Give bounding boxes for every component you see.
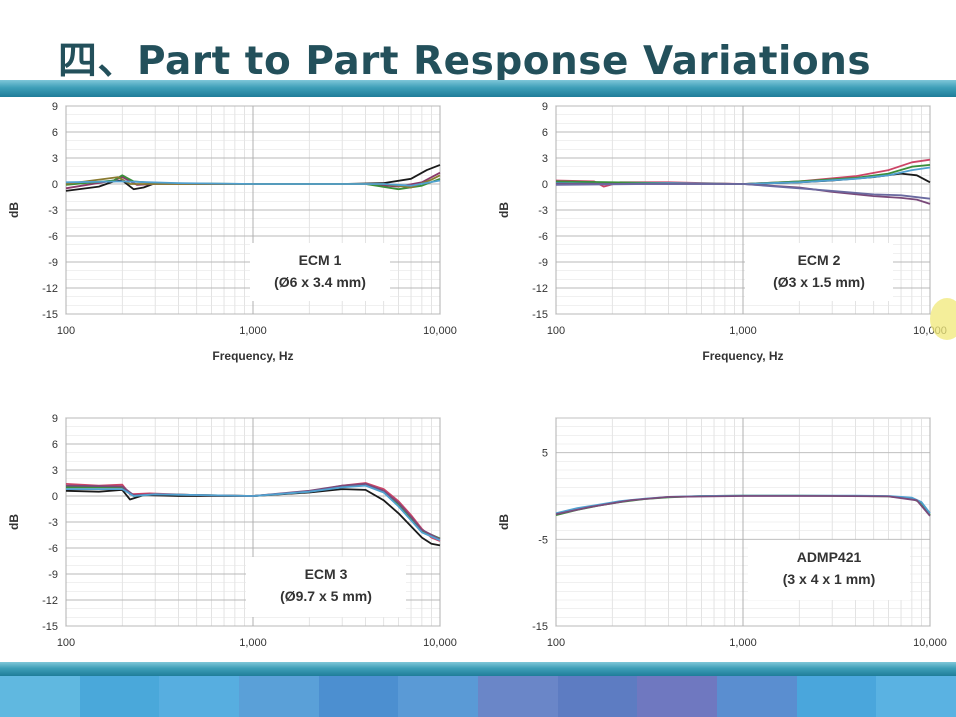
y-tick-label: -15 bbox=[532, 621, 548, 633]
footer-tile bbox=[478, 676, 558, 717]
chart-label-size: (3 x 4 x 1 mm) bbox=[783, 571, 876, 587]
y-tick-label: -15 bbox=[42, 621, 58, 633]
chart-label-name: ADMP421 bbox=[797, 549, 862, 565]
x-tick-label: 1,000 bbox=[729, 325, 757, 337]
y-tick-label: 3 bbox=[542, 153, 548, 165]
x-tick-label: 1,000 bbox=[239, 637, 267, 649]
y-tick-label: -9 bbox=[48, 257, 58, 269]
chart-panel-4: 5 -5 -15 100 1,000 10,000 dB ADMP421 (3 x 4 x 1 … bbox=[497, 417, 947, 649]
y-tick-label: 9 bbox=[542, 101, 548, 113]
y-tick-label: -15 bbox=[42, 309, 58, 321]
y-tick-label: 6 bbox=[52, 127, 58, 139]
y-tick-label: -9 bbox=[538, 257, 548, 269]
y-tick-label: -5 bbox=[538, 534, 548, 546]
y-tick-label: 3 bbox=[52, 153, 58, 165]
series-line-6 bbox=[555, 183, 931, 200]
chart-label-name: ECM 2 bbox=[798, 252, 841, 268]
y-axis-title: dB bbox=[497, 514, 511, 530]
y-tick-label: 3 bbox=[52, 465, 58, 477]
y-tick-label: 0 bbox=[542, 179, 548, 191]
y-tick-label: 0 bbox=[52, 491, 58, 503]
footer-tile bbox=[637, 676, 718, 717]
x-tick-label: 10,000 bbox=[423, 637, 457, 649]
y-tick-label: -9 bbox=[48, 569, 58, 581]
x-axis-title: Frequency, Hz bbox=[212, 349, 293, 363]
x-tick-label: 100 bbox=[547, 637, 565, 649]
series-line-1 bbox=[65, 488, 441, 547]
x-tick-label: 10,000 bbox=[913, 637, 947, 649]
chart-label-name: ECM 1 bbox=[299, 252, 342, 268]
y-tick-label: -12 bbox=[532, 283, 548, 295]
chart-label-box bbox=[246, 557, 406, 617]
chart-label-box bbox=[745, 243, 893, 301]
footer-tile bbox=[717, 676, 797, 717]
footer-tiles bbox=[0, 676, 956, 717]
footer-tile bbox=[318, 676, 399, 717]
y-axis-title: dB bbox=[7, 202, 21, 218]
chart-label-size: (Ø9.7 x 5 mm) bbox=[280, 588, 372, 604]
series-line-5 bbox=[65, 179, 441, 187]
footer-band bbox=[0, 662, 956, 676]
y-tick-label: -12 bbox=[42, 283, 58, 295]
series-line-3 bbox=[555, 495, 931, 517]
footer-tile bbox=[876, 676, 956, 717]
y-tick-label: -6 bbox=[48, 543, 58, 555]
y-tick-label: 0 bbox=[52, 179, 58, 191]
y-tick-label: 9 bbox=[52, 413, 58, 425]
chart-label-size: (Ø3 x 1.5 mm) bbox=[773, 274, 865, 290]
y-tick-label: 6 bbox=[542, 127, 548, 139]
footer-tile bbox=[79, 676, 160, 717]
x-tick-label: 1,000 bbox=[239, 325, 267, 337]
footer-tile bbox=[796, 676, 877, 717]
y-tick-label: 5 bbox=[542, 448, 548, 460]
footer-tile bbox=[0, 676, 80, 717]
chart-panel-1: 9 6 3 0 -3 -6 -9 -12 -15 100 1,000 10,000 dB Frequenc… bbox=[7, 101, 457, 363]
x-tick-label: 100 bbox=[57, 325, 75, 337]
slide-title: 四、Part to Part Response Variations bbox=[58, 39, 872, 84]
x-tick-label: 1,000 bbox=[729, 637, 757, 649]
x-tick-label: 100 bbox=[57, 637, 75, 649]
chart-label-box bbox=[748, 540, 910, 600]
y-tick-label: -12 bbox=[42, 595, 58, 607]
chart-label-size: (Ø6 x 3.4 mm) bbox=[274, 274, 366, 290]
chart-label-box bbox=[250, 243, 390, 301]
title-underline-band bbox=[0, 80, 956, 97]
x-tick-label: 100 bbox=[547, 325, 565, 337]
cursor-highlight bbox=[930, 298, 956, 340]
y-tick-label: -6 bbox=[48, 231, 58, 243]
y-axis-title: dB bbox=[7, 514, 21, 530]
x-axis-title: Frequency, Hz bbox=[702, 349, 783, 363]
y-axis-title: dB bbox=[497, 202, 511, 218]
chart-panel-3: 9 6 3 0 -3 -6 -9 -12 -15 100 1,000 10,000 dB ECM 3 (Ø9… bbox=[7, 413, 457, 649]
footer-tile bbox=[159, 676, 240, 717]
chart-label-name: ECM 3 bbox=[305, 566, 348, 582]
y-tick-label: -3 bbox=[48, 517, 58, 529]
footer-tile bbox=[557, 676, 638, 717]
y-tick-label: -3 bbox=[48, 205, 58, 217]
x-tick-label: 10,000 bbox=[423, 325, 457, 337]
y-tick-label: 6 bbox=[52, 439, 58, 451]
y-tick-label: -3 bbox=[538, 205, 548, 217]
charts-canvas: 9 6 3 0 -3 -6 -9 -12 -15 100 1,000 10,000 dB Frequenc… bbox=[7, 101, 947, 649]
y-tick-label: -15 bbox=[532, 309, 548, 321]
series-line-5 bbox=[66, 484, 441, 542]
y-tick-label: 9 bbox=[52, 101, 58, 113]
y-tick-label: -6 bbox=[538, 231, 548, 243]
footer-tile bbox=[398, 676, 479, 717]
footer-tile bbox=[239, 676, 319, 717]
